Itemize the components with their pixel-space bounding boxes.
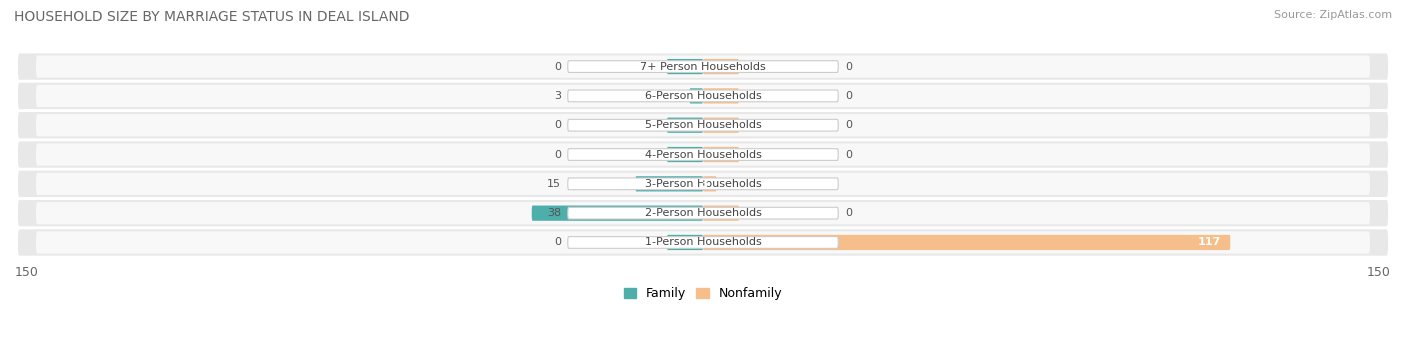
FancyBboxPatch shape xyxy=(37,55,1369,78)
FancyBboxPatch shape xyxy=(568,119,838,131)
FancyBboxPatch shape xyxy=(37,173,1369,195)
FancyBboxPatch shape xyxy=(18,171,1388,197)
FancyBboxPatch shape xyxy=(568,90,838,102)
Text: 6-Person Households: 6-Person Households xyxy=(644,91,762,101)
FancyBboxPatch shape xyxy=(666,59,703,74)
FancyBboxPatch shape xyxy=(18,83,1388,109)
FancyBboxPatch shape xyxy=(18,229,1388,256)
Text: 3-Person Households: 3-Person Households xyxy=(644,179,762,189)
Text: 0: 0 xyxy=(554,62,561,72)
Text: 0: 0 xyxy=(845,150,852,159)
Text: 0: 0 xyxy=(554,237,561,248)
FancyBboxPatch shape xyxy=(37,114,1369,136)
Text: 0: 0 xyxy=(845,62,852,72)
FancyBboxPatch shape xyxy=(18,112,1388,138)
FancyBboxPatch shape xyxy=(666,235,703,250)
Text: 117: 117 xyxy=(1198,237,1222,248)
FancyBboxPatch shape xyxy=(703,59,740,74)
FancyBboxPatch shape xyxy=(703,118,740,133)
Text: 0: 0 xyxy=(554,120,561,130)
FancyBboxPatch shape xyxy=(689,88,703,103)
FancyBboxPatch shape xyxy=(703,147,740,162)
FancyBboxPatch shape xyxy=(568,237,838,248)
FancyBboxPatch shape xyxy=(37,202,1369,224)
Text: 3: 3 xyxy=(700,179,707,189)
FancyBboxPatch shape xyxy=(636,176,703,191)
Text: 0: 0 xyxy=(845,91,852,101)
Text: 0: 0 xyxy=(845,120,852,130)
FancyBboxPatch shape xyxy=(37,231,1369,254)
Text: 0: 0 xyxy=(845,208,852,218)
FancyBboxPatch shape xyxy=(37,85,1369,107)
FancyBboxPatch shape xyxy=(568,61,838,72)
FancyBboxPatch shape xyxy=(568,207,838,219)
FancyBboxPatch shape xyxy=(666,147,703,162)
FancyBboxPatch shape xyxy=(37,143,1369,166)
FancyBboxPatch shape xyxy=(703,176,717,191)
Text: 7+ Person Households: 7+ Person Households xyxy=(640,62,766,72)
Text: 1-Person Households: 1-Person Households xyxy=(644,237,762,248)
Text: 3: 3 xyxy=(554,91,561,101)
FancyBboxPatch shape xyxy=(703,88,740,103)
FancyBboxPatch shape xyxy=(531,206,703,221)
FancyBboxPatch shape xyxy=(703,206,740,221)
FancyBboxPatch shape xyxy=(568,178,838,190)
Text: HOUSEHOLD SIZE BY MARRIAGE STATUS IN DEAL ISLAND: HOUSEHOLD SIZE BY MARRIAGE STATUS IN DEA… xyxy=(14,10,409,24)
FancyBboxPatch shape xyxy=(666,118,703,133)
Legend: Family, Nonfamily: Family, Nonfamily xyxy=(624,287,782,300)
FancyBboxPatch shape xyxy=(568,149,838,160)
Text: Source: ZipAtlas.com: Source: ZipAtlas.com xyxy=(1274,10,1392,20)
Text: 4-Person Households: 4-Person Households xyxy=(644,150,762,159)
FancyBboxPatch shape xyxy=(18,53,1388,80)
FancyBboxPatch shape xyxy=(18,200,1388,226)
Text: 0: 0 xyxy=(554,150,561,159)
FancyBboxPatch shape xyxy=(703,235,1230,250)
Text: 38: 38 xyxy=(547,208,561,218)
Text: 2-Person Households: 2-Person Households xyxy=(644,208,762,218)
FancyBboxPatch shape xyxy=(18,141,1388,168)
Text: 5-Person Households: 5-Person Households xyxy=(644,120,762,130)
Text: 15: 15 xyxy=(547,179,561,189)
